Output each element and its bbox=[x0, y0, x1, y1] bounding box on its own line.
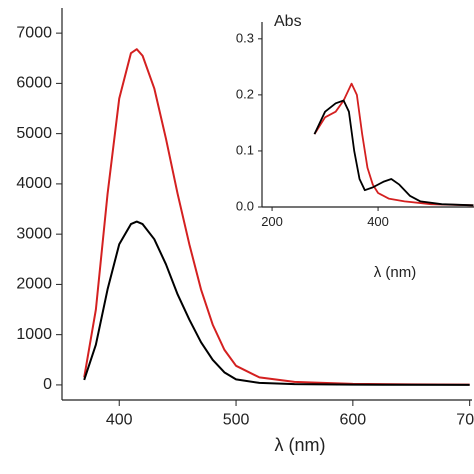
y-tick-label: 5000 bbox=[16, 125, 52, 142]
y-tick-label: 0 bbox=[43, 376, 52, 393]
y-tick-label: 0.1 bbox=[236, 142, 254, 157]
y-tick-label: 2000 bbox=[16, 276, 52, 293]
y-tick-label: 1000 bbox=[16, 326, 52, 343]
y-tick-label: 3000 bbox=[16, 225, 52, 242]
x-axis-label: λ (nm) bbox=[374, 264, 417, 281]
inset-title: Abs bbox=[274, 13, 302, 30]
x-tick-label: 700 bbox=[456, 412, 474, 429]
spectrum-line bbox=[313, 82, 474, 207]
x-tick-label: 600 bbox=[340, 412, 367, 429]
spectrum-line bbox=[83, 220, 470, 386]
x-tick-label: 500 bbox=[223, 412, 250, 429]
spectrum-line bbox=[83, 48, 470, 386]
x-tick-label: 200 bbox=[261, 214, 283, 229]
y-tick-label: 0.2 bbox=[236, 86, 254, 101]
y-tick-label: 7000 bbox=[16, 24, 52, 41]
y-tick-label: 4000 bbox=[16, 175, 52, 192]
spectrum-line bbox=[313, 99, 474, 207]
x-tick-label: 400 bbox=[367, 214, 389, 229]
y-tick-label: 6000 bbox=[16, 75, 52, 92]
x-tick-label: 400 bbox=[106, 412, 133, 429]
x-axis-label: λ (nm) bbox=[275, 435, 326, 455]
y-tick-label: 0.3 bbox=[236, 30, 254, 45]
y-tick-label: 0.0 bbox=[236, 198, 254, 213]
